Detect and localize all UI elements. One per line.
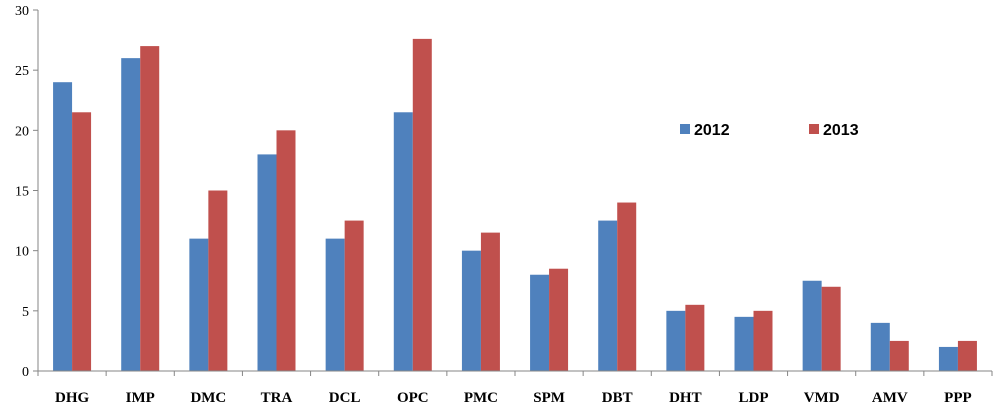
category-label: PMC <box>464 390 498 406</box>
category-label: IMP <box>126 390 155 406</box>
bar-2012-PMC <box>461 250 481 371</box>
bar-2012-LDP <box>734 316 754 371</box>
bar-2012-AMV <box>870 322 890 371</box>
bar-2012-PPP <box>938 346 958 371</box>
category-label: OPC <box>397 390 429 406</box>
bar-2013-DHT <box>685 304 705 371</box>
category-label: SPM <box>533 390 565 406</box>
y-tick-label: 20 <box>15 124 29 139</box>
category-label: DHT <box>669 390 702 406</box>
bar-2012-DBT <box>598 220 618 371</box>
y-tick-label: 25 <box>15 64 29 79</box>
bar-2013-LDP <box>753 310 773 371</box>
bar-2013-VMD <box>821 286 841 371</box>
bar-2013-DCL <box>344 220 364 371</box>
bar-2013-DMC <box>208 190 228 371</box>
bar-2012-SPM <box>530 274 550 371</box>
bar-2012-IMP <box>121 58 141 372</box>
bar-2013-DHG <box>72 112 92 372</box>
bar-2012-TRA <box>257 154 277 371</box>
bar-2013-DBT <box>617 202 637 371</box>
category-label: LDP <box>739 390 769 406</box>
x-axis: DHG IMP DMC TRA DCL OPC PMC SPM DBT DHT LDP VMD AMV P… <box>37 370 993 406</box>
legend-label-2013: 2013 <box>823 122 859 139</box>
bar-2013-IMP <box>140 46 160 371</box>
category-label: VMD <box>804 390 840 406</box>
y-tick-label: 30 <box>15 4 29 19</box>
category-label: DCL <box>329 390 361 406</box>
category-label: DMC <box>190 390 226 406</box>
y-axis: 0 5 10 15 20 25 30 <box>15 4 39 380</box>
bar-2013-TRA <box>276 130 296 371</box>
legend-swatch-2012 <box>680 124 690 134</box>
y-tick-label: 10 <box>15 245 29 260</box>
y-tick-label: 5 <box>22 305 29 320</box>
bar-2012-VMD <box>802 280 822 371</box>
bar-2012-DMC <box>189 238 209 371</box>
bars <box>53 38 977 372</box>
bar-2012-DHT <box>666 310 686 371</box>
legend: 2012 2013 <box>680 122 859 139</box>
y-tick-label: 15 <box>15 185 29 200</box>
bar-2013-PMC <box>480 232 500 371</box>
bar-2013-PPP <box>957 340 977 371</box>
bar-2012-DCL <box>325 238 345 371</box>
category-label: DBT <box>602 390 633 406</box>
category-label: AMV <box>872 390 908 406</box>
category-label: DHG <box>55 390 90 406</box>
legend-label-2012: 2012 <box>694 122 730 139</box>
category-label: PPP <box>944 390 972 406</box>
bar-2012-OPC <box>393 112 413 372</box>
y-tick-label: 0 <box>22 365 29 380</box>
category-label: TRA <box>261 390 293 406</box>
legend-swatch-2013 <box>809 124 819 134</box>
bar-2013-SPM <box>549 268 569 371</box>
bar-2013-AMV <box>889 340 909 371</box>
bar-2012-DHG <box>53 82 73 371</box>
bar-2013-OPC <box>412 38 432 371</box>
